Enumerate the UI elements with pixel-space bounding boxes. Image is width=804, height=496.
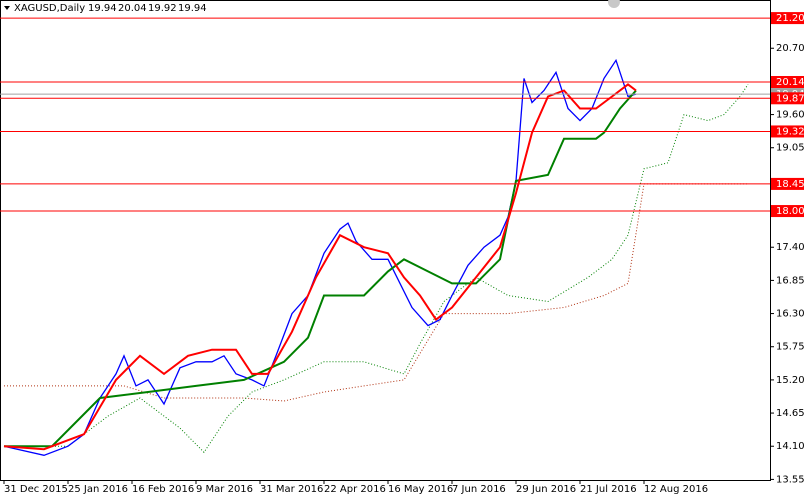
plot-frame	[0, 0, 771, 481]
y-tick-label: 20.70	[776, 43, 804, 54]
y-tick-label: 15.20	[776, 375, 804, 386]
level-label: 20.14	[776, 77, 804, 88]
menu-triangle	[4, 6, 10, 10]
level-label: 19.87	[776, 93, 804, 104]
ohlc-value: 19.94	[88, 3, 117, 14]
level-label: 18.45	[776, 179, 804, 190]
x-tick-label: 12 Aug 2016	[644, 484, 708, 495]
y-tick-label: 13.55	[776, 474, 804, 485]
x-tick-label: 25 Jan 2016	[68, 484, 128, 495]
ohlc-value: 19.92	[148, 3, 177, 14]
series-line	[4, 89, 637, 448]
y-tick-label: 14.65	[776, 408, 804, 419]
y-tick-label: 19.05	[776, 143, 804, 154]
level-label: 19.32	[776, 126, 804, 137]
x-tick-label: 7 Jun 2016	[452, 484, 506, 495]
level-box	[771, 205, 804, 218]
level-box	[771, 92, 804, 105]
x-tick-label: 22 Apr 2016	[324, 484, 386, 495]
x-tick-label: 31 Dec 2015	[4, 484, 68, 495]
level-box	[771, 76, 804, 89]
x-tick-label: 21 Jul 2016	[580, 484, 637, 495]
series-line	[3, 83, 637, 451]
x-tick-label: 16 May 2016	[388, 484, 453, 495]
level-label: 18.00	[776, 206, 804, 217]
level-box	[771, 12, 804, 25]
x-tick-label: 16 Feb 2016	[132, 484, 194, 495]
y-tick-label: 17.40	[776, 242, 804, 253]
x-tick-label: 31 Mar 2016	[260, 484, 323, 495]
y-tick-label: 19.60	[776, 110, 804, 121]
ohlc-value: 19.94	[178, 3, 207, 14]
symbol-title: XAGUSD,Daily	[14, 3, 85, 14]
sun-icon	[608, 0, 620, 8]
y-tick-label: 15.75	[776, 342, 804, 353]
y-tick-label: 14.10	[776, 441, 804, 452]
level-box	[771, 177, 804, 190]
series-line	[3, 58, 637, 456]
x-tick-label: 9 Mar 2016	[196, 484, 253, 495]
y-tick-label: 16.85	[776, 275, 804, 286]
x-tick-label: 29 Jun 2016	[516, 484, 576, 495]
level-box	[771, 125, 804, 138]
series-line	[4, 84, 749, 454]
y-tick-label: 16.30	[776, 309, 804, 320]
ohlc-value: 20.04	[118, 3, 147, 14]
level-label: 21.20	[776, 13, 804, 24]
